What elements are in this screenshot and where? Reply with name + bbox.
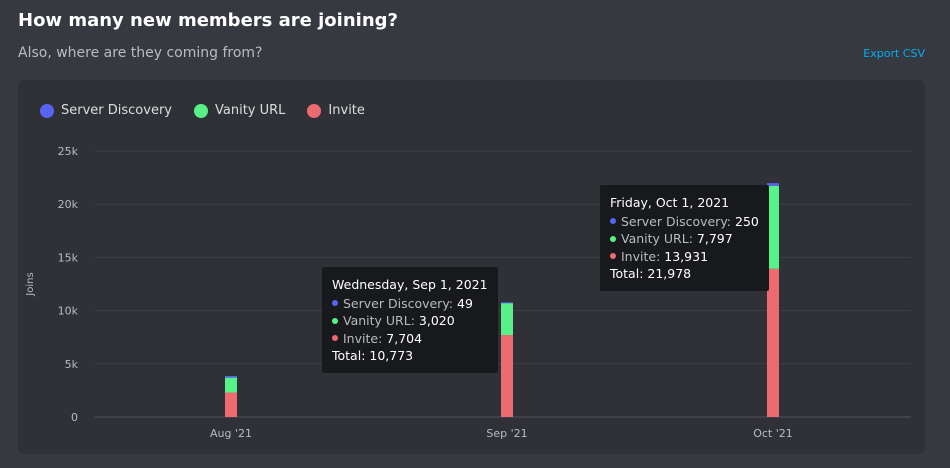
tooltip-value: 250 <box>735 213 759 229</box>
export-csv-link[interactable]: Export CSV <box>863 47 925 60</box>
legend-item-vanity-url[interactable]: Vanity URL <box>194 103 285 118</box>
bar-segment-server-discovery <box>501 302 513 304</box>
server-discovery-dot-icon <box>40 103 54 118</box>
bar-segment-invite <box>501 335 513 417</box>
x-tick-label: Sep '21 <box>486 427 527 440</box>
bar-segment-server-discovery <box>225 376 237 378</box>
page-subtitle: Also, where are they coming from? <box>18 45 263 61</box>
tooltip-label: Server Discovery: <box>343 295 454 311</box>
vanity-url-dot-icon <box>332 317 338 324</box>
y-tick-label: 5k <box>65 358 79 371</box>
y-tick-label: 20k <box>58 198 79 211</box>
tooltip-row: Invite: 13,931 <box>610 248 759 266</box>
vanity-url-dot-icon <box>610 235 616 242</box>
tooltip-total: Total: 21,978 <box>610 266 692 281</box>
legend-item-server-discovery[interactable]: Server Discovery <box>40 103 172 118</box>
bar-segment-server-discovery <box>767 183 779 186</box>
bar-segment-vanity-url <box>767 185 779 269</box>
tooltip-title: Friday, Oct 1, 2021 <box>610 195 730 210</box>
tooltip-label: Invite: <box>343 330 383 346</box>
tooltip-label: Server Discovery: <box>621 213 732 229</box>
server-discovery-dot-icon <box>332 300 338 306</box>
tooltip-total: Total: 10,773 <box>332 348 414 363</box>
legend-label: Vanity URL <box>215 103 286 118</box>
tooltip-sep: Wednesday, Sep 1, 2021 Server Discovery:… <box>322 267 498 373</box>
y-axis-label: Joins <box>25 272 36 296</box>
tooltip-label: Invite: <box>621 248 661 264</box>
chart-panel: Server Discovery Vanity URL Invite 0 5k 10… <box>18 80 925 454</box>
y-tick-label: 15k <box>58 251 79 264</box>
tooltip-label: Vanity URL: <box>343 313 415 328</box>
legend-item-invite[interactable]: Invite <box>307 103 365 118</box>
tooltip-value: 13,931 <box>664 248 709 264</box>
page-title: How many new members are joining? <box>18 10 398 31</box>
y-tick-label: 25k <box>58 145 79 158</box>
x-tick-label: Aug '21 <box>210 427 252 440</box>
bar-segment-vanity-url <box>501 302 513 336</box>
tooltip-value: 7,704 <box>386 330 423 346</box>
invite-dot-icon <box>610 253 616 259</box>
tooltip-oct: Friday, Oct 1, 2021 Server Discovery: 25… <box>600 185 769 291</box>
stacked-bar-chart: 0 5k 10k 15k 20k 25k Joins Aug '21 Sep '21 Oct '2… <box>25 145 911 440</box>
bar-segment-invite <box>767 268 779 417</box>
tooltip-value: 7,797 <box>696 231 733 246</box>
tooltip-row: Server Discovery: 250 <box>610 213 759 231</box>
bar-segment-vanity-url <box>225 377 237 393</box>
server-discovery-dot-icon <box>610 218 616 224</box>
tooltip-value: 49 <box>457 295 473 311</box>
vanity-url-dot-icon <box>194 103 208 118</box>
tooltip-value: 3,020 <box>418 313 455 328</box>
invite-dot-icon <box>332 335 338 341</box>
tooltip-row: Server Discovery: 49 <box>332 295 488 313</box>
bar-segment-invite <box>225 392 237 417</box>
tooltip-row: Vanity URL: 7,797 <box>610 230 759 248</box>
tooltip-row: Invite: 7,704 <box>332 330 488 348</box>
y-tick-label: 10k <box>58 305 79 318</box>
x-tick-label: Oct '21 <box>753 427 793 440</box>
y-tick-label: 0 <box>71 411 78 424</box>
legend-label: Invite <box>328 103 365 118</box>
tooltip-row: Vanity URL: 3,020 <box>332 312 488 330</box>
tooltip-title: Wednesday, Sep 1, 2021 <box>332 277 488 292</box>
invite-dot-icon <box>307 103 322 118</box>
chart-legend: Server Discovery Vanity URL Invite <box>40 103 365 118</box>
legend-label: Server Discovery <box>61 103 172 118</box>
tooltip-label: Vanity URL: <box>621 231 693 246</box>
